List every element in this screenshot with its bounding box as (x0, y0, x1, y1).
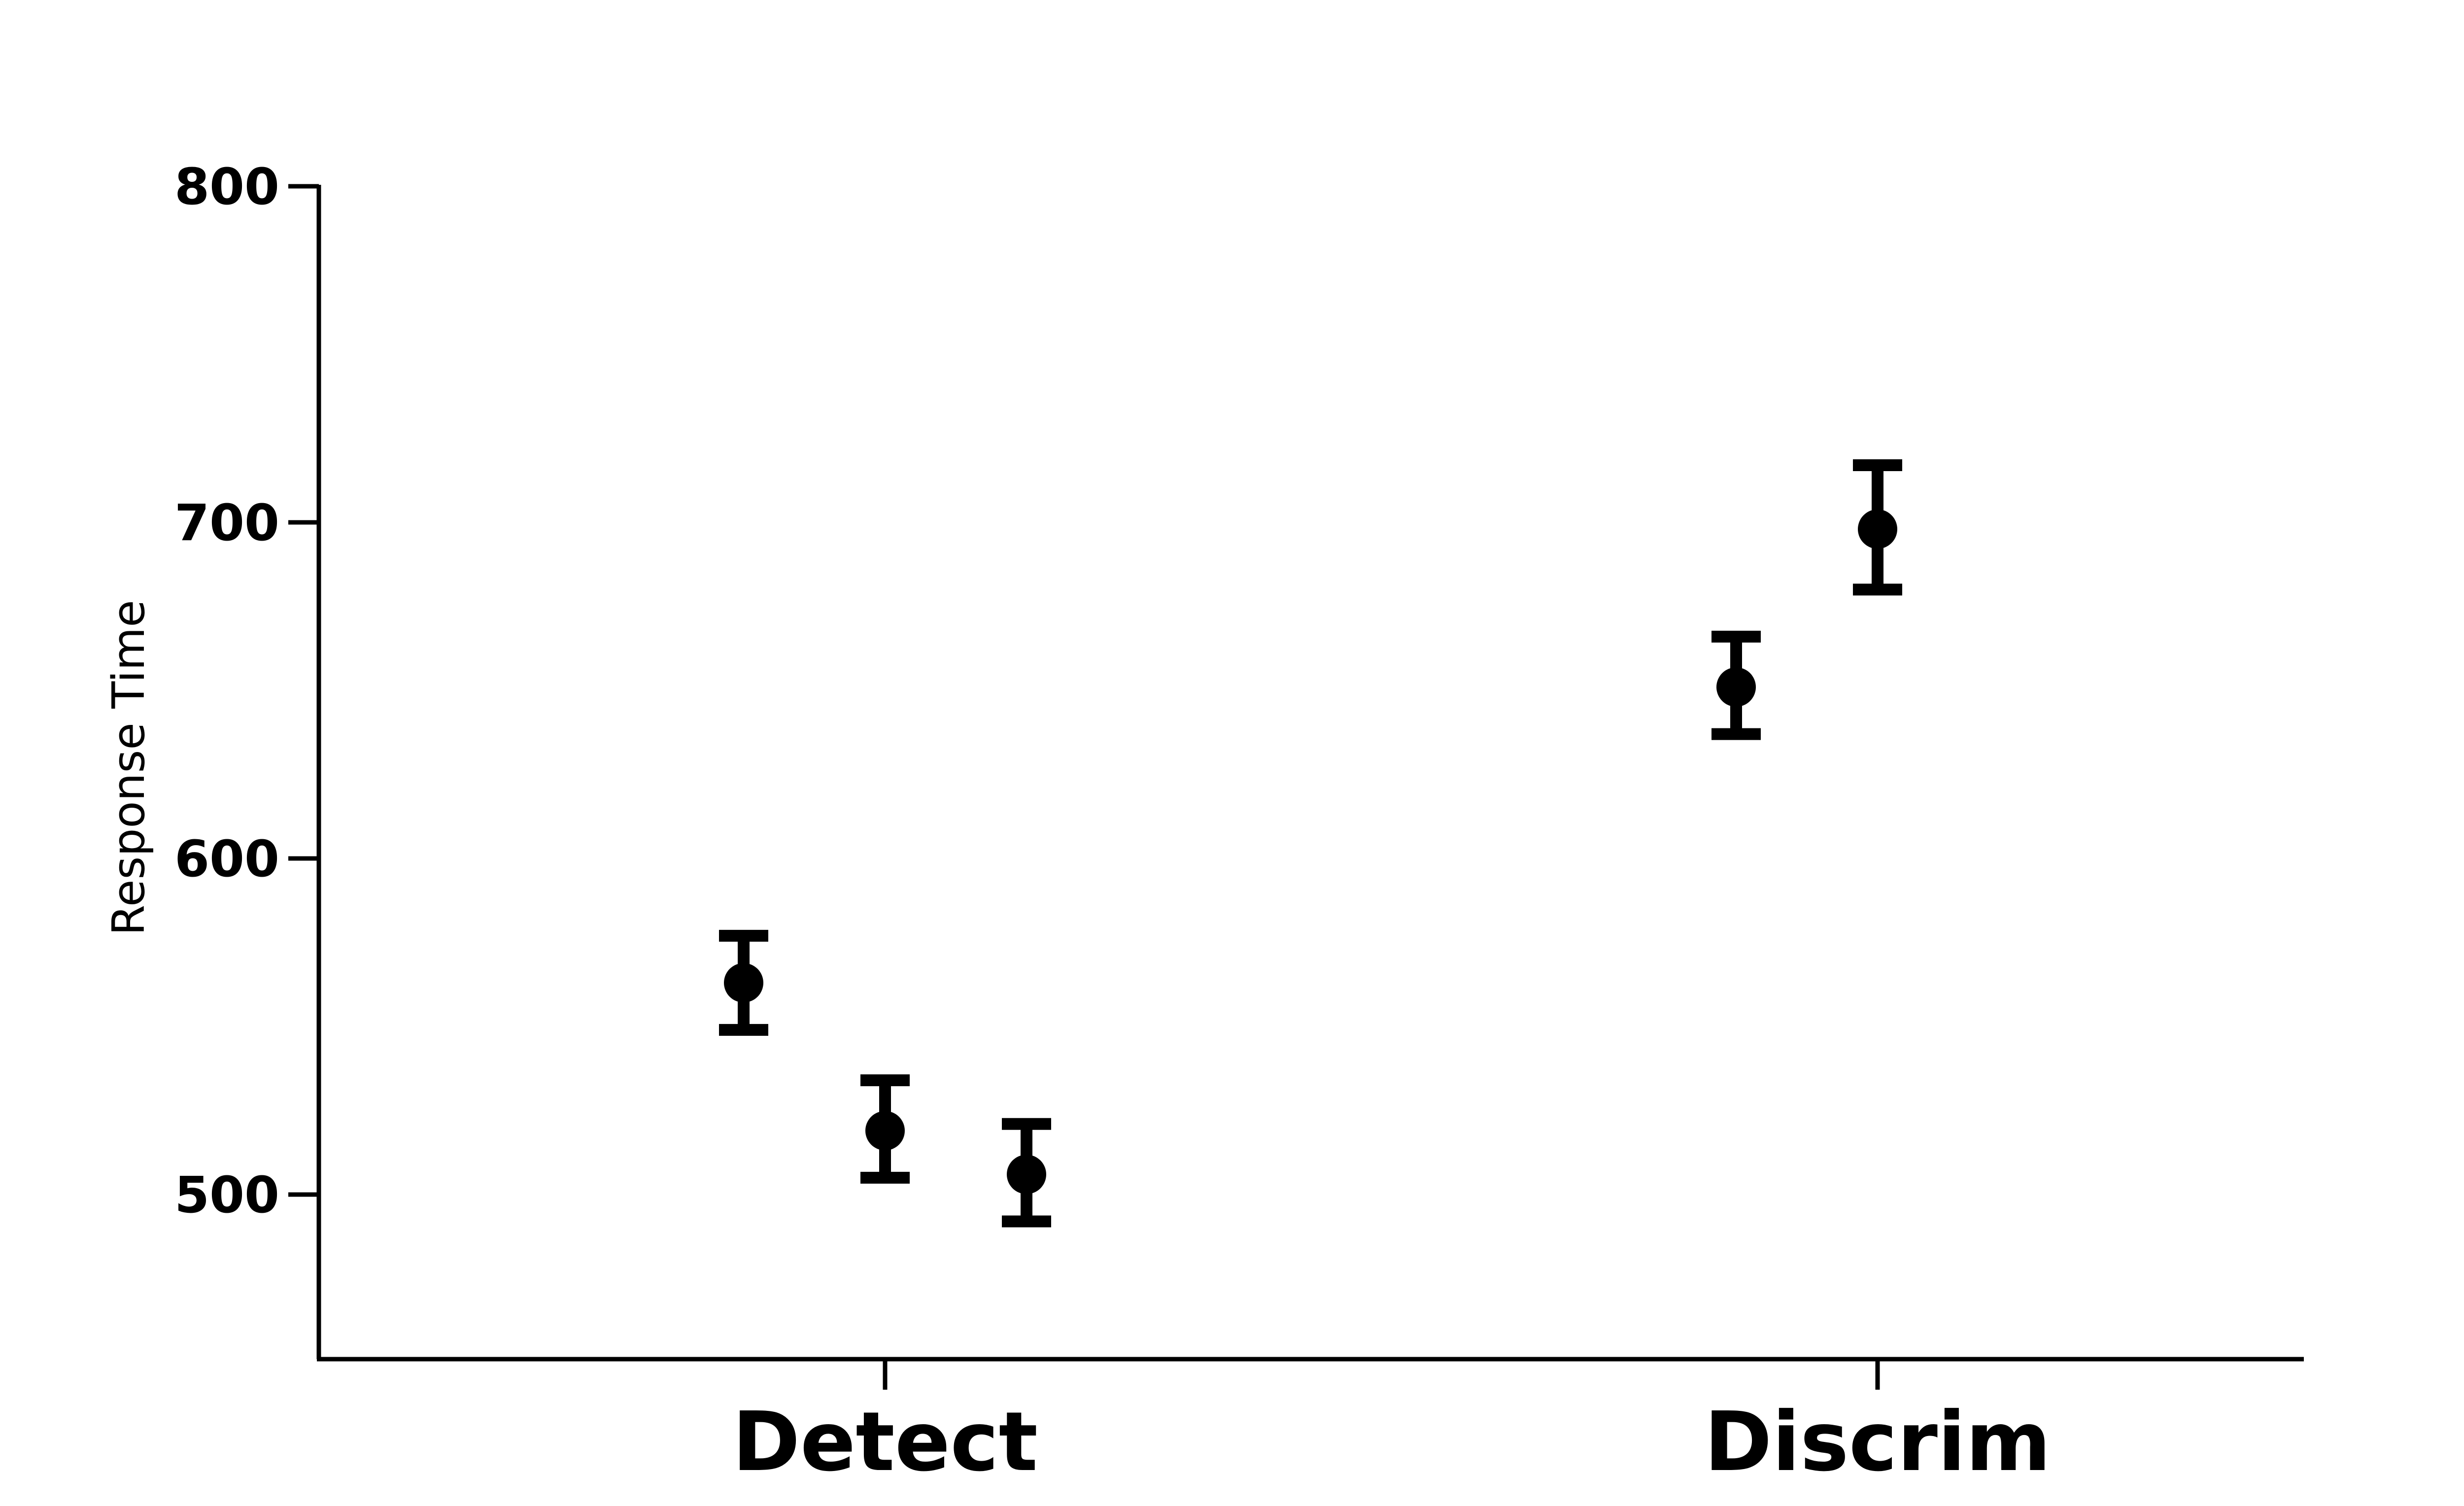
point-marker (1858, 509, 1897, 549)
data-point (1002, 1118, 1051, 1228)
point-marker (724, 963, 763, 1003)
data-point (719, 929, 768, 1036)
x-tick-label: Discrim (1704, 1395, 2051, 1490)
point-marker (865, 1111, 905, 1151)
y-tick-label: 600 (174, 830, 279, 889)
x-tick-label: Detect (732, 1395, 1038, 1490)
point-marker (1716, 667, 1756, 707)
data-points (719, 459, 1902, 1228)
y-tick-label: 500 (174, 1166, 279, 1225)
y-axis-title: Response Time (103, 600, 155, 935)
point-marker (1007, 1155, 1046, 1195)
y-tick-label: 800 (174, 158, 279, 216)
y-tick-label: 700 (174, 494, 279, 552)
axes: 500 600 700 800 Detect Discrim (174, 158, 2304, 1490)
data-point (1853, 459, 1902, 596)
data-point (1711, 630, 1761, 740)
data-point (860, 1074, 910, 1184)
